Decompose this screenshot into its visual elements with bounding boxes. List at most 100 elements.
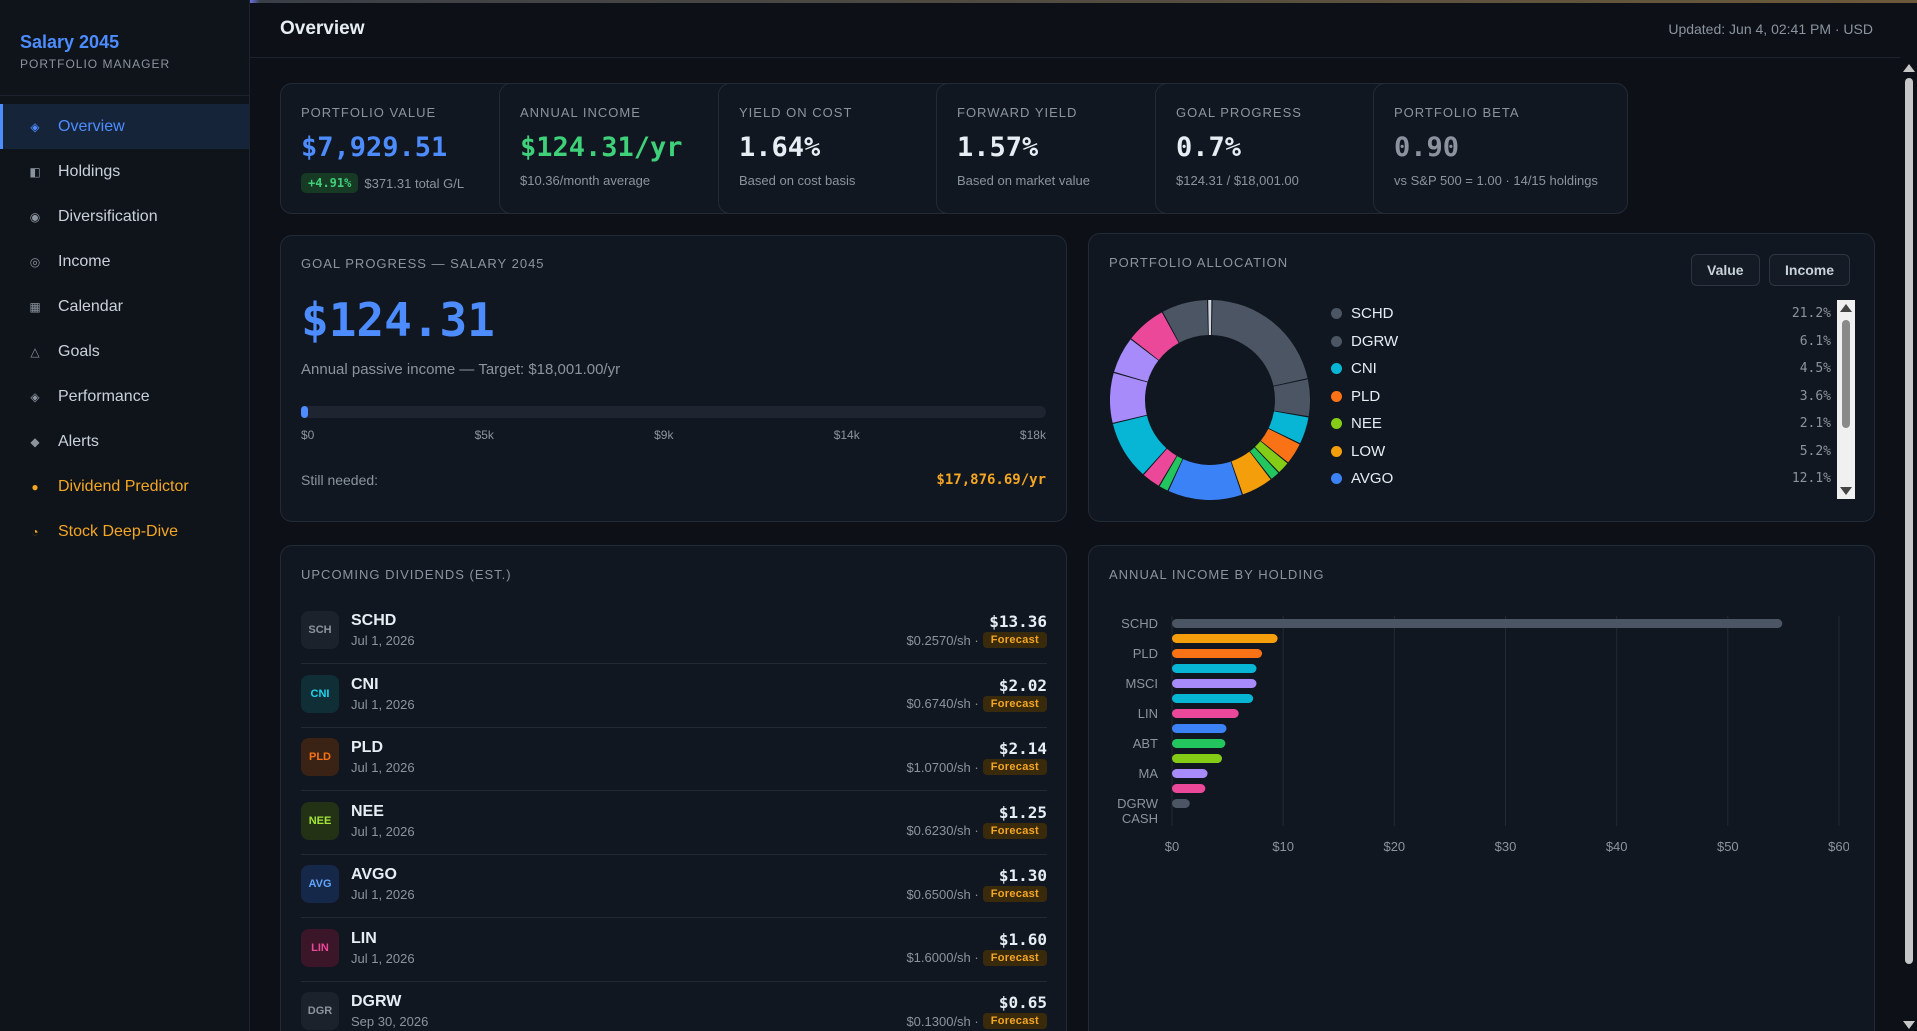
income-bar[interactable]: [1172, 724, 1227, 733]
sidebar-item-holdings[interactable]: ◧ Holdings: [0, 149, 249, 194]
legend-scroll-down-icon[interactable]: [1840, 487, 1852, 495]
ticker-badge: LIN: [301, 928, 339, 967]
legend-item-pld[interactable]: PLD 3.6%: [1331, 386, 1831, 406]
donut-slice[interactable]: [1110, 372, 1148, 423]
legend-item-cni[interactable]: CNI 4.5%: [1331, 358, 1831, 378]
legend-item-avgo[interactable]: AVGO 12.1%: [1331, 468, 1831, 488]
dividend-amount: $1.25: [998, 802, 1047, 822]
sidebar-item-label: Calendar: [58, 297, 123, 315]
page-scrollbar[interactable]: [1900, 58, 1917, 1031]
kpi-card-forward-yield: Forward Yield 1.57% Based on market value: [936, 83, 1191, 214]
donut-slice[interactable]: [1143, 448, 1177, 486]
legend-name: CNI: [1351, 360, 1377, 377]
legend-scroll-up-icon[interactable]: [1840, 304, 1852, 312]
diamond-icon: ◈: [30, 389, 40, 404]
donut-slice[interactable]: [1131, 312, 1179, 360]
sidebar-item-label: Overview: [58, 117, 125, 135]
legend-item-low[interactable]: LOW 5.2%: [1331, 441, 1831, 461]
dividend-row-avgo[interactable]: AVG AVGO Jul 1, 2026 $1.30 $0.6500/sh · Forec…: [301, 855, 1047, 918]
allocation-label: Portfolio Allocation: [1109, 255, 1289, 270]
legend-scrollbar[interactable]: [1837, 300, 1855, 499]
donut-slice[interactable]: [1273, 379, 1310, 417]
toggle-value-button[interactable]: Value: [1691, 254, 1760, 286]
donut-slice[interactable]: [1250, 447, 1279, 479]
kpi-card-goal-progress: Goal Progress 0.7% $124.31 / $18,001.00: [1155, 83, 1410, 214]
donut-slice[interactable]: [1114, 339, 1159, 382]
legend-scroll-thumb[interactable]: [1842, 320, 1850, 428]
y-category-label: MSCI: [1126, 676, 1159, 691]
scroll-up-icon[interactable]: [1903, 64, 1915, 72]
dividend-row-dgrw[interactable]: DGR DGRW Sep 30, 2026 $0.65 $0.1300/sh · Fore…: [301, 982, 1047, 1031]
sidebar-item-performance[interactable]: ◈ Performance: [0, 374, 249, 419]
legend-dot: [1331, 308, 1342, 319]
kpi-sub-text: vs S&P 500 = 1.00 · 14/15 holdings: [1394, 173, 1598, 188]
scroll-thumb[interactable]: [1905, 78, 1913, 964]
income-bar[interactable]: [1172, 799, 1190, 808]
dividend-amount: $0.65: [998, 993, 1047, 1012]
dividend-row-cni[interactable]: CNI CNI Jul 1, 2026 $2.02 $0.6740/sh · Foreca…: [301, 665, 1047, 728]
donut-slice[interactable]: [1268, 411, 1309, 444]
x-tick-label: $50: [1717, 839, 1739, 854]
legend-dot: [1331, 390, 1342, 402]
donut-slice[interactable]: [1211, 300, 1308, 386]
income-bar[interactable]: [1172, 679, 1257, 688]
legend-pct: 3.6%: [1799, 388, 1831, 404]
dividend-per-share: $1.0700/sh ·: [906, 759, 979, 775]
sidebar-item-goals[interactable]: △ Goals: [0, 329, 249, 374]
donut-slice[interactable]: [1112, 415, 1167, 475]
forecast-badge: Forecast: [982, 949, 1047, 966]
donut-slice[interactable]: [1254, 441, 1288, 473]
donut-slice[interactable]: [1159, 456, 1183, 491]
donut-slice[interactable]: [1231, 451, 1271, 495]
kpi-subtext: vs S&P 500 = 1.00 · 14/15 holdings: [1394, 173, 1607, 188]
kpi-label: Forward Yield: [957, 105, 1078, 120]
donut-slice[interactable]: [1260, 428, 1300, 463]
sidebar-item-alerts[interactable]: ◆ Alerts: [0, 419, 249, 464]
donut-slice[interactable]: [1162, 300, 1209, 343]
dividend-date: Jul 1, 2026: [351, 696, 415, 712]
toggle-income-button[interactable]: Income: [1769, 254, 1851, 286]
dividend-amount: $1.30: [998, 866, 1047, 885]
ticker-badge: CNI: [301, 674, 339, 713]
income-bar[interactable]: [1172, 784, 1206, 793]
sidebar-item-income[interactable]: ◎ Income: [0, 239, 249, 284]
brand: Salary 2045 PORTFOLIO MANAGER: [0, 0, 249, 96]
sidebar-item-calendar[interactable]: ▦ Calendar: [0, 284, 249, 329]
donut-slice[interactable]: [1168, 459, 1242, 500]
kpi-subtext: +4.91% $371.31 total G/L: [301, 173, 514, 193]
goal-progress-track: [301, 406, 1046, 418]
kpi-value: 1.57%: [957, 132, 1039, 163]
dividend-row-pld[interactable]: PLD PLD Jul 1, 2026 $2.14 $1.0700/sh · Foreca…: [301, 728, 1047, 791]
legend-item-nee[interactable]: NEE 2.1%: [1331, 413, 1831, 433]
income-bar[interactable]: [1172, 769, 1208, 778]
income-bar[interactable]: [1172, 664, 1257, 673]
page-title: Overview: [280, 17, 365, 39]
dividend-row-schd[interactable]: SCH SCHD Jul 1, 2026 $13.36 $0.2570/sh · Fore…: [301, 601, 1047, 664]
dividend-row-nee[interactable]: NEE NEE Jul 1, 2026 $1.25 $0.6230/sh · Foreca…: [301, 792, 1047, 855]
dividend-row-lin[interactable]: LIN LIN Jul 1, 2026 $1.60 $1.6000/sh · Foreca…: [301, 919, 1047, 982]
income-bar[interactable]: [1172, 694, 1254, 703]
income-bar[interactable]: [1172, 754, 1223, 763]
sidebar-item-stock-deep-dive[interactable]: ◔ Stock Deep-Dive: [0, 509, 249, 554]
sidebar-item-dividend-predictor[interactable]: ● Dividend Predictor: [0, 464, 249, 509]
sidebar-item-overview[interactable]: ◈ Overview: [0, 104, 249, 149]
x-tick-label: $30: [1495, 839, 1517, 854]
income-bar[interactable]: [1172, 634, 1278, 643]
scroll-down-icon[interactable]: [1903, 1021, 1915, 1029]
income-bar[interactable]: [1172, 619, 1783, 628]
legend-item-schd[interactable]: SCHD 21.2%: [1331, 303, 1831, 323]
dividend-per-share: $0.2570/sh ·: [906, 632, 979, 648]
legend-name: AVGO: [1351, 470, 1394, 487]
income-bar[interactable]: [1172, 709, 1239, 718]
income-bar[interactable]: [1172, 649, 1263, 658]
sidebar-item-label: Performance: [58, 387, 150, 405]
donut-slice[interactable]: [1208, 300, 1212, 336]
goal-tick-label: $5k: [474, 428, 494, 442]
sidebar-item-diversification[interactable]: ◉ Diversification: [0, 194, 249, 239]
sidebar-item-label: Diversification: [58, 207, 158, 225]
legend-item-dgrw[interactable]: DGRW 6.1%: [1331, 331, 1831, 351]
dividend-per-share: $0.6740/sh ·: [906, 696, 979, 711]
income-bar[interactable]: [1172, 739, 1226, 748]
x-tick-label: $20: [1383, 839, 1405, 854]
dividend-ticker: SCHD: [351, 612, 397, 629]
